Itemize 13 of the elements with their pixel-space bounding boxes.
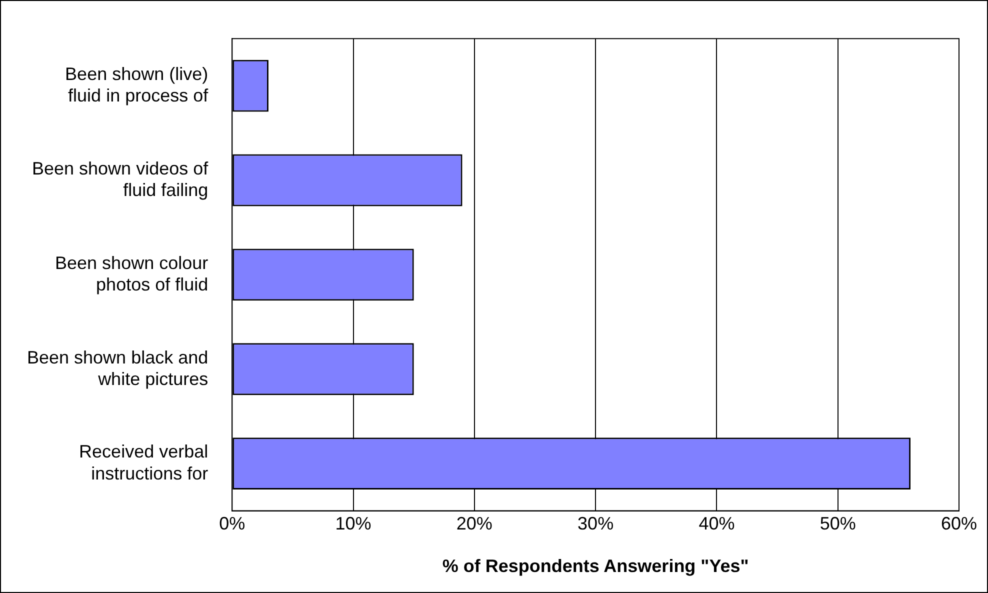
x-axis-title: % of Respondents Answering "Yes": [442, 556, 749, 576]
y-tick-label: Been shown colour photos of fluid: [55, 252, 208, 294]
x-tick-label: 20%: [456, 514, 492, 534]
x-tick-label: 0%: [219, 514, 246, 534]
x-tick-label: 40%: [698, 514, 735, 534]
x-tick-label: 30%: [578, 514, 614, 534]
x-tick-label: 50%: [820, 514, 856, 534]
y-tick-label: Been shown black and white pictures: [27, 347, 208, 389]
y-tick-label: Been shown videos of fluid failing: [32, 158, 210, 200]
x-tick-label: 60%: [940, 514, 978, 534]
y-tick-label: Been shown (live) fluid in process of: [65, 64, 210, 106]
x-tick-label: 10%: [335, 514, 372, 534]
y-tick-label: Received verbal instructions for: [79, 442, 208, 484]
